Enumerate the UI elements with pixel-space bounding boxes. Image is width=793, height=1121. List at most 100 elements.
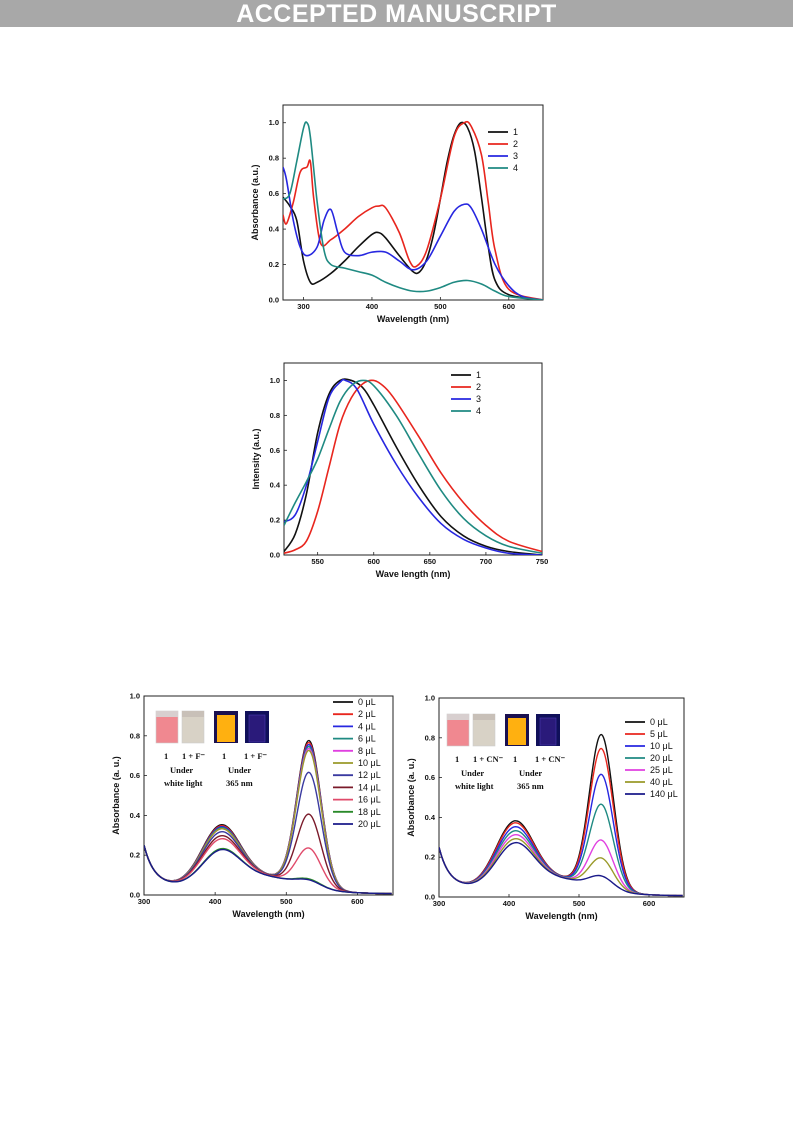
x-tick-label: 600 (643, 899, 656, 908)
vial-cap (182, 711, 204, 717)
y-axis-label: Absorbance (a. u.) (111, 756, 121, 835)
y-axis-label: Absorbance (a. u.) (406, 758, 416, 837)
legend-label: 4 μL (358, 721, 376, 731)
inset-caption: 365 nm (226, 778, 253, 788)
y-tick-label: 0.4 (130, 811, 141, 820)
inset-label: 1 + CN⁻ (535, 754, 566, 764)
series-line-0μL (144, 739, 392, 895)
legend-label: 4 (476, 406, 481, 416)
inset-label: 1 + CN⁻ (473, 754, 504, 764)
legend-label: 20 μL (650, 753, 673, 763)
series-line-4 (284, 379, 542, 555)
y-tick-label: 0.4 (270, 481, 281, 490)
series-line-3 (283, 166, 543, 300)
x-tick-label: 600 (503, 302, 516, 311)
legend-label: 3 (476, 394, 481, 404)
legend-label: 0 μL (650, 717, 668, 727)
legend-label: 20 μL (358, 819, 381, 829)
chart-fluoride-titration: 300 400 500 600 0.0 0.2 0.4 0.6 0.8 1.0 Wavelength… (111, 692, 394, 919)
vial-cap (447, 714, 469, 720)
x-tick-label: 500 (434, 302, 447, 311)
x-axis-label: Wavelength (nm) (377, 314, 449, 324)
inset-label: 1 + F⁻ (244, 751, 268, 761)
y-tick-label: 1.0 (269, 118, 279, 127)
inset-caption: 365 nm (517, 781, 544, 791)
x-tick-label: 700 (480, 557, 493, 566)
y-tick-label: 0.4 (269, 225, 280, 234)
y-axis-label: Absorbance (a.u.) (250, 164, 260, 240)
legend-label: 12 μL (358, 770, 381, 780)
legend-label: 5 μL (650, 729, 668, 739)
vial-orange-fluorescent (508, 718, 526, 745)
legend-label: 3 (513, 151, 518, 161)
legend-label: 4 (513, 163, 518, 173)
y-tick-label: 0.0 (130, 891, 140, 900)
series-line-1 (284, 378, 542, 555)
y-tick-label: 0.2 (425, 853, 435, 862)
y-tick-label: 0.8 (269, 154, 279, 163)
inset-label: 1 (222, 751, 226, 761)
legend-label: 25 μL (650, 765, 673, 775)
vial-dark (248, 714, 266, 743)
x-axis-label: Wavelength (nm) (525, 911, 597, 921)
series-line-18μL (144, 845, 392, 895)
x-tick-label: 300 (138, 897, 151, 906)
legend-label: 14 μL (358, 782, 381, 792)
x-tick-label: 300 (433, 899, 446, 908)
x-tick-label: 500 (280, 897, 293, 906)
legend-label: 18 μL (358, 807, 381, 817)
plot-frame (283, 362, 543, 556)
legend-label: 1 (476, 370, 481, 380)
series-line-4 (283, 121, 543, 300)
inset-caption: Under (228, 765, 251, 775)
y-tick-label: 0.8 (425, 733, 435, 742)
chart-cyanide-titration: 300 400 500 600 0.0 0.2 0.4 0.6 0.8 1.0 Wavelength… (406, 694, 685, 921)
x-tick-label: 600 (367, 557, 380, 566)
legend-label: 2 (513, 139, 518, 149)
y-tick-label: 0.6 (269, 189, 279, 198)
plot-frame (282, 104, 544, 301)
inset-caption: Under (461, 768, 484, 778)
chart-absorbance-uvvis: 300 400 500 600 0.0 0.2 0.4 0.6 0.8 1.0 Wavelength… (250, 104, 544, 324)
inset-label: 1 (164, 751, 168, 761)
x-tick-label: 400 (503, 899, 516, 908)
vial-photo-inset: 1 1 + CN⁻ 1 1 + CN⁻ Under white light Under 365… (446, 713, 566, 791)
x-tick-label: 650 (424, 557, 437, 566)
vial-orange-fluorescent (217, 715, 235, 742)
y-tick-label: 0.2 (130, 851, 140, 860)
series-line-3 (284, 378, 542, 555)
y-tick-label: 1.0 (270, 376, 280, 385)
series-line-25μL (439, 833, 683, 897)
legend-label: 140 μL (650, 789, 678, 799)
x-tick-label: 750 (536, 557, 549, 566)
series-line-20μL (144, 845, 392, 895)
plot-frame (143, 695, 394, 896)
series-line-1 (283, 121, 543, 300)
x-axis-label: Wave length (nm) (376, 569, 451, 579)
inset-label: 1 (455, 754, 459, 764)
series-line-40μL (439, 837, 683, 897)
plot-frame (438, 697, 685, 898)
chart-emission-intensity: 550 600 650 700 750 0.0 0.2 0.4 0.6 0.8 1.0 Wave le… (251, 362, 549, 579)
inset-label: 1 (513, 754, 517, 764)
legend-label: 40 μL (650, 777, 673, 787)
y-tick-label: 0.8 (270, 411, 280, 420)
vial-cap (156, 711, 178, 717)
legend-label: 10 μL (650, 741, 673, 751)
inset-caption: white light (455, 781, 494, 791)
legend-label: 1 (513, 127, 518, 137)
y-tick-label: 0.2 (270, 516, 280, 525)
x-tick-label: 400 (366, 302, 379, 311)
x-axis-label: Wavelength (nm) (232, 909, 304, 919)
legend-label: 16 μL (358, 795, 381, 805)
y-axis-label: Intensity (a.u.) (251, 428, 261, 489)
legend-label: 6 μL (358, 734, 376, 744)
y-tick-label: 0.0 (269, 296, 279, 305)
x-tick-label: 600 (351, 897, 364, 906)
x-tick-label: 550 (311, 557, 324, 566)
series-line-14μL (144, 813, 392, 895)
legend-label: 2 μL (358, 709, 376, 719)
y-tick-label: 0.2 (269, 260, 279, 269)
y-tick-label: 0.8 (130, 731, 140, 740)
y-tick-label: 0.6 (270, 446, 280, 455)
